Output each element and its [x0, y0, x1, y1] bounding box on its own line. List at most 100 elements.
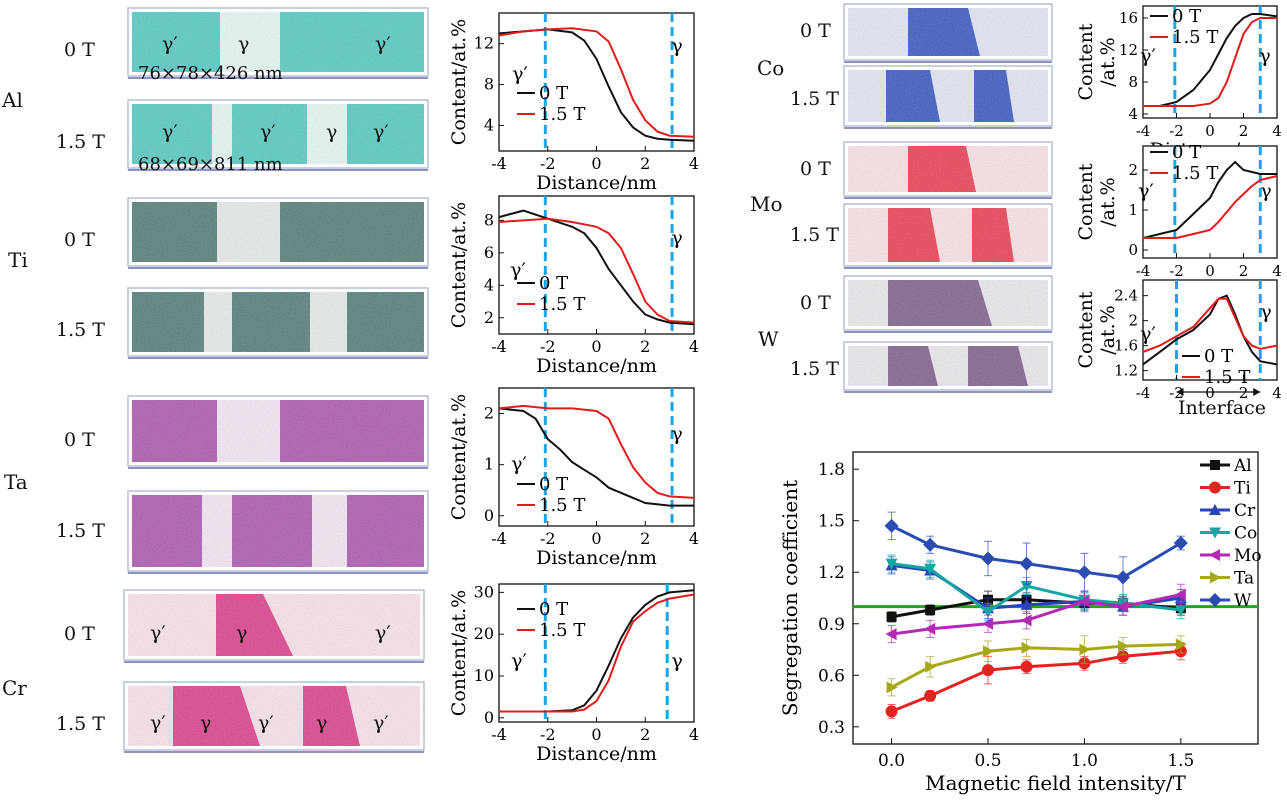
phase-label-gamma-prime: γ′ [375, 622, 391, 644]
legend-label: 1.5 T [1172, 27, 1218, 48]
phase-label-gamma-prime: γ′ [373, 121, 389, 143]
y-axis-label: Content/at.% [448, 590, 470, 716]
legend-label: Ta [1234, 569, 1254, 589]
phase-label-gamma: γ [316, 712, 328, 734]
apt-reconstruction [127, 99, 429, 171]
legend-label: 0 T [1172, 6, 1201, 27]
x-tick-label: 0 [591, 154, 601, 173]
x-tick-label: -2 [540, 529, 556, 548]
cr_profile-chart: -4 -2 0 2 4 0 10 20 30 Distance/nm Content/at.% 0 T… [448, 582, 699, 765]
y-tick-label: 4 [484, 275, 494, 294]
noise-texture [132, 104, 424, 164]
phase-label-gamma-prime: γ′ [150, 622, 166, 644]
x-axis-label: Distance/nm [536, 355, 657, 377]
noise-texture [128, 686, 420, 746]
series-line [498, 217, 695, 324]
plot-frame [498, 195, 695, 335]
phase-label-gamma-prime: γ′ [162, 121, 178, 143]
x-tick-label: 4 [1272, 262, 1282, 280]
series-line [499, 593, 695, 713]
y-axis-label-line: Content [1075, 163, 1097, 240]
x-tick-label: 2 [640, 154, 650, 173]
y-tick-label: 1 [484, 455, 494, 474]
field-label-15t: 1.5 T [56, 131, 105, 153]
y-axis-label-line: /at.% [1097, 177, 1119, 226]
y-axis-label-line: Content/at.% [448, 590, 470, 716]
segregation-chart: 0.0 0.5 1.0 1.5 0.3 0.6 0.9 1.2 1.5 1.8 Magnetic f… [778, 451, 1262, 795]
x-axis-label: Magnetic field intensity/T [925, 771, 1186, 795]
y-tick-label: 12 [474, 34, 494, 53]
element-label-ti: Ti [8, 248, 28, 272]
marker [885, 558, 898, 570]
y-tick-label: 2 [1128, 161, 1138, 179]
x-tick-label: -4 [1136, 384, 1151, 402]
reconstruction-frame [843, 141, 1053, 197]
field-label-15t: 1.5 T [790, 88, 839, 110]
legend-label: W [1234, 591, 1252, 611]
y-tick-label: 4 [1128, 105, 1138, 123]
x-axis-label: Distance/nm [536, 172, 657, 194]
apt-reconstruction [127, 490, 429, 574]
marker [924, 622, 936, 635]
y-tick-label: 0.6 [818, 666, 845, 686]
marker [886, 611, 897, 622]
marker [1020, 660, 1033, 673]
marker [1210, 571, 1221, 584]
x-tick-label: 2 [1239, 384, 1249, 402]
y-axis-label: Content/at.% [448, 394, 470, 520]
element-label-co: Co [757, 56, 785, 80]
y-tick-label: 30 [474, 582, 494, 601]
marker [1020, 614, 1032, 627]
marker [1209, 504, 1221, 515]
marker [1118, 640, 1129, 653]
field-label-0t: 0 T [64, 429, 95, 451]
field-label-15t: 1.5 T [56, 713, 105, 735]
y-tick-label: 1.6 [1114, 337, 1138, 355]
reconstruction-frame [123, 681, 425, 751]
x-tick-label: -2 [1169, 262, 1184, 280]
phase-label: γ [1260, 301, 1271, 323]
marker [886, 681, 898, 694]
x-tick-label: 2 [640, 337, 650, 356]
reconstruction-frame [843, 275, 1053, 331]
legend-label: Al [1233, 456, 1252, 476]
marker [1077, 565, 1092, 580]
y-tick-label: 8 [484, 210, 494, 229]
noise-texture [132, 400, 424, 462]
y-axis-label: Content/at.% [1075, 291, 1119, 368]
legend-label: 1.5 T [539, 495, 585, 516]
series-line [1143, 17, 1277, 107]
series-ta [886, 635, 1187, 697]
legend-label: 0 T [1172, 142, 1201, 163]
y-axis-label: Content/at.% [448, 202, 470, 328]
phase-label-gamma: γ [326, 121, 338, 143]
apt-reconstruction [123, 589, 425, 663]
x-tick-label: 4 [689, 529, 699, 548]
apt-reconstruction [123, 681, 425, 753]
apt-reconstruction [127, 395, 429, 469]
reconstruction-frame [127, 7, 429, 77]
series-line [1143, 175, 1278, 239]
x-tick-label: -2 [1169, 122, 1184, 140]
y-axis-label-line: Content [1075, 23, 1097, 100]
y-tick-label: 10 [474, 666, 494, 685]
apt-reconstruction [843, 3, 1053, 63]
legend-label: 1.5 T [539, 294, 585, 315]
legend-label: Co [1234, 524, 1257, 544]
marker [982, 617, 993, 630]
ti_profile-chart: -4 -2 0 2 4 2 4 6 8 Distance/nm Content/at.% 0 T1.5… [448, 195, 699, 377]
reconstruction-frame [843, 3, 1053, 61]
phase-label: γ′ [1138, 180, 1154, 202]
interface-label: Interface [1178, 397, 1266, 419]
series-line [1142, 297, 1278, 353]
x-tick-label: 0 [591, 529, 601, 548]
x-tick-label: -2 [1169, 384, 1184, 402]
y-tick-label: 1.5 [818, 512, 845, 532]
x-axis-label: Distance/nm [536, 743, 657, 765]
y-tick-label: 12 [1119, 41, 1138, 59]
apt-reconstruction [127, 7, 429, 79]
noise-texture [848, 346, 1048, 386]
